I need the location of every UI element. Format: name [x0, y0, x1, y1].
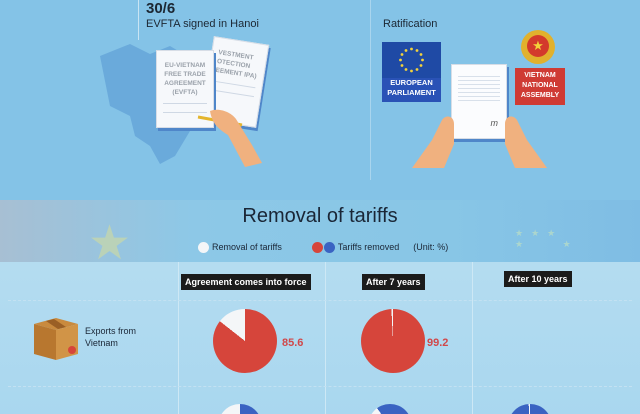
pie-value: 85.6	[282, 337, 304, 349]
timeline-divider	[138, 0, 139, 40]
pie-row2-7y	[368, 404, 412, 414]
signing-hand-icon	[197, 109, 262, 167]
event-date: 30/6	[146, 0, 176, 17]
column-header-1: Agreement comes into force	[181, 274, 311, 290]
pie-exports-7y	[361, 309, 425, 373]
row-divider	[8, 300, 632, 301]
legend-white-dot-icon	[198, 241, 209, 253]
legend-item-label: Tariffs removed	[337, 242, 400, 252]
evfta-document: EU-VIETNAM FREE TRADE AGREEMENT (EVFTA)	[156, 50, 214, 128]
column-header-3: After 10 years	[504, 271, 572, 287]
holding-hands-icon	[412, 116, 547, 168]
pie-exports-force	[213, 309, 277, 373]
legend-red-dot-icon	[311, 241, 323, 253]
vietnam-assembly-badge: VIETNAM NATIONAL ASSEMBLY	[515, 68, 565, 105]
european-parliament-badge: EUROPEAN PARLIAMENT	[382, 42, 441, 102]
evfta-document-title: EU-VIETNAM FREE TRADE AGREEMENT (EVFTA)	[164, 62, 206, 96]
row-divider	[8, 386, 632, 387]
ratification-caption: Ratification	[383, 18, 438, 30]
legend-item-label: Removal of tariffs	[212, 242, 282, 252]
pie-row2-10y	[508, 404, 552, 414]
ratified-document: m	[451, 64, 507, 139]
pie-value: 99.2	[427, 337, 449, 349]
unit-label: (Unit: %)	[413, 242, 449, 252]
package-box-icon	[34, 318, 78, 360]
eu-stars-decoration-icon: ★★★ ★ ★	[515, 228, 579, 249]
ipa-document-title: VESTMENT OTECTION EEMENT IPA)	[215, 49, 258, 81]
star-decoration-icon: ★	[88, 217, 132, 270]
pie-row2-force	[218, 404, 262, 414]
chart-legend: Removal of tariffs Tariffs removed (Unit…	[198, 240, 448, 254]
event-caption: EVFTA signed in Hanoi	[146, 18, 259, 30]
column-header-2: After 7 years	[362, 274, 425, 290]
vietnam-emblem-icon: ★	[521, 30, 555, 64]
eu-flag-icon	[382, 42, 441, 78]
timeline-divider-2	[370, 0, 371, 180]
section-title: Removal of tariffs	[242, 205, 398, 227]
eu-label: EUROPEAN PARLIAMENT	[387, 78, 436, 97]
legend-blue-dot-icon	[323, 241, 335, 253]
row-label-exports: Exports from Vietnam	[85, 326, 137, 348]
tariff-grid	[0, 262, 640, 414]
signature: m	[490, 118, 499, 128]
